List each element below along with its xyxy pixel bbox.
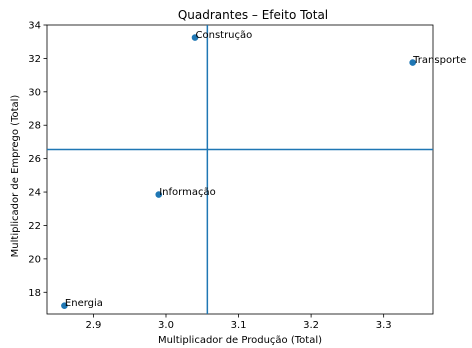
data-point-label: Energia — [65, 298, 103, 309]
y-tick-label: 24 — [28, 188, 41, 199]
data-point-label: Informação — [159, 187, 215, 198]
x-tick-label: 2.9 — [85, 320, 101, 331]
y-tick-label: 30 — [28, 87, 41, 98]
x-tick-label: 3.3 — [376, 320, 392, 331]
x-tick-label: 3.1 — [231, 320, 247, 331]
y-tick-label: 26 — [28, 154, 41, 165]
data-point — [61, 302, 68, 309]
x-tick-label: 3.0 — [158, 320, 174, 331]
x-axis-label: Multiplicador de Produção (Total) — [158, 335, 322, 346]
data-point — [155, 191, 163, 198]
plot-frame — [46, 24, 434, 315]
y-tick-label: 20 — [28, 254, 41, 265]
y-tick-label: 22 — [28, 221, 41, 232]
data-point — [409, 59, 416, 66]
x-tick-label: 3.2 — [303, 320, 319, 331]
y-tick-label: 32 — [28, 54, 41, 65]
data-point-label: Construção — [196, 30, 253, 41]
data-point — [191, 34, 199, 41]
y-tick-label: 18 — [28, 288, 41, 299]
y-tick-label: 28 — [28, 121, 41, 132]
y-axis-label: Multiplicador de Emprego (Total) — [10, 95, 21, 258]
y-tick-label: 34 — [28, 21, 41, 32]
data-point-label: Transporte — [412, 55, 466, 66]
plot-area: 2.9 3.0 3.1 3.2 3.3 18 20 22 24 26 28 30 32 34 Constru… — [28, 21, 466, 332]
chart-title: Quadrantes – Efeito Total — [178, 8, 328, 22]
